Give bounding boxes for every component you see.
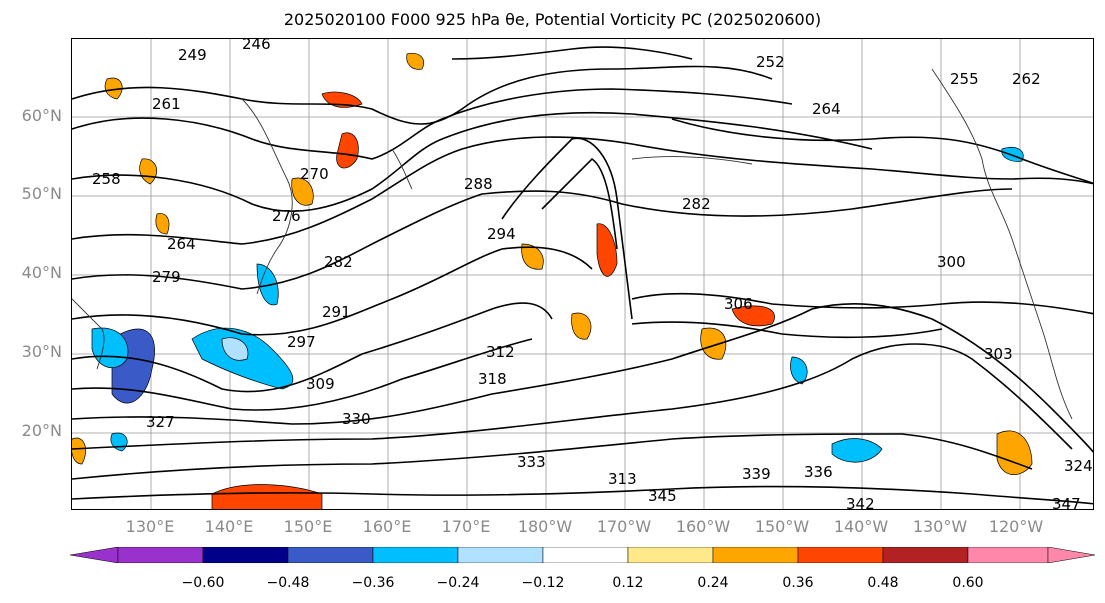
map-canvas: 249 246 261 252 258 255 262 264 270 276 … <box>72 39 1093 510</box>
lon-label-160w: 160°W <box>675 517 731 536</box>
lon-label-130w: 130°W <box>912 517 968 536</box>
contour-label: 261 <box>152 95 181 113</box>
lon-label-180w: 180°W <box>517 517 573 536</box>
contour-label: 282 <box>682 195 711 213</box>
lon-label-170w: 170°W <box>596 517 652 536</box>
lon-label-130e: 130°E <box>125 517 175 536</box>
contour-label: 336 <box>804 463 833 481</box>
contour-label: 342 <box>846 495 875 510</box>
contour-label: 264 <box>812 100 841 118</box>
colorbar-segment <box>882 547 969 563</box>
contour-label: 276 <box>272 207 301 225</box>
lon-label-160e: 160°E <box>362 517 412 536</box>
contour-label: 300 <box>937 253 966 271</box>
colorbar-segment <box>1047 547 1095 563</box>
contour-label: 249 <box>178 46 207 64</box>
colorbar-tick: −0.12 <box>521 575 565 591</box>
colorbar-segment <box>797 547 884 563</box>
colorbar-tick: −0.60 <box>181 575 225 591</box>
contour-label: 347 <box>1052 495 1081 510</box>
lat-label-40n: 40°N <box>21 263 62 282</box>
colorbar-tick: 0.36 <box>782 575 814 591</box>
contour-label: 294 <box>487 225 516 243</box>
colorbar-segment <box>202 547 289 563</box>
contour-label: 262 <box>1012 70 1041 88</box>
contour-label: 330 <box>342 410 371 428</box>
colorbar-tick: −0.48 <box>266 575 310 591</box>
map-panel: 249 246 261 252 258 255 262 264 270 276 … <box>71 38 1094 510</box>
lon-label-150w: 150°W <box>754 517 810 536</box>
contour-label: 258 <box>92 170 121 188</box>
contour-label: 246 <box>242 39 271 53</box>
theta-e-contours <box>72 46 1093 505</box>
colorbar-segment <box>70 547 119 563</box>
colorbar-tick: 0.12 <box>612 575 644 591</box>
contour-label: 309 <box>306 375 335 393</box>
lon-label-150e: 150°E <box>283 517 333 536</box>
lat-label-30n: 30°N <box>21 342 62 361</box>
contour-label: 270 <box>300 165 329 183</box>
colorbar-segment <box>627 547 714 563</box>
colorbar-segment <box>372 547 459 563</box>
colorbar-segment <box>712 547 799 563</box>
contour-label: 333 <box>517 453 546 471</box>
contour-label: 318 <box>478 370 507 388</box>
contour-label: 312 <box>486 343 515 361</box>
colorbar <box>70 547 1095 563</box>
contour-label: 297 <box>287 333 316 351</box>
contour-label: 324 <box>1064 457 1093 475</box>
colorbar-tick: 0.48 <box>867 575 899 591</box>
contour-label: 303 <box>984 345 1013 363</box>
contour-label: 255 <box>950 70 979 88</box>
lat-label-60n: 60°N <box>21 106 62 125</box>
lat-label-50n: 50°N <box>21 184 62 203</box>
map-title: 2025020100 F000 925 hPa θe, Potential Vo… <box>283 10 822 29</box>
contour-label: 279 <box>152 268 181 286</box>
colorbar-tick: −0.24 <box>436 575 480 591</box>
colorbar-segment <box>457 547 544 563</box>
colorbar-tick: 0.24 <box>697 575 729 591</box>
colorbar-segment <box>542 547 629 563</box>
contour-label: 327 <box>146 413 175 431</box>
contour-label: 345 <box>648 487 677 505</box>
colorbar-segment <box>117 547 204 563</box>
lat-label-20n: 20°N <box>21 421 62 440</box>
contour-label: 282 <box>324 253 353 271</box>
contour-label: 288 <box>464 175 493 193</box>
lon-label-170e: 170°E <box>441 517 491 536</box>
colorbar-tick: −0.36 <box>351 575 395 591</box>
coastlines <box>72 68 1073 420</box>
colorbar-segment <box>287 547 374 563</box>
pv-shading <box>72 53 1033 509</box>
colorbar-tick: 0.60 <box>952 575 984 591</box>
contour-label: 306 <box>724 295 753 313</box>
lon-label-120w: 120°W <box>988 517 1044 536</box>
contour-label: 264 <box>167 235 196 253</box>
lon-label-140e: 140°E <box>204 517 254 536</box>
contour-label: 313 <box>608 470 637 488</box>
contour-label: 339 <box>742 465 771 483</box>
contour-label: 252 <box>756 53 785 71</box>
contour-labels: 249 246 261 252 258 255 262 264 270 276 … <box>92 39 1093 510</box>
contour-label: 291 <box>322 303 351 321</box>
lon-label-140w: 140°W <box>833 517 889 536</box>
colorbar-segment <box>967 547 1049 563</box>
